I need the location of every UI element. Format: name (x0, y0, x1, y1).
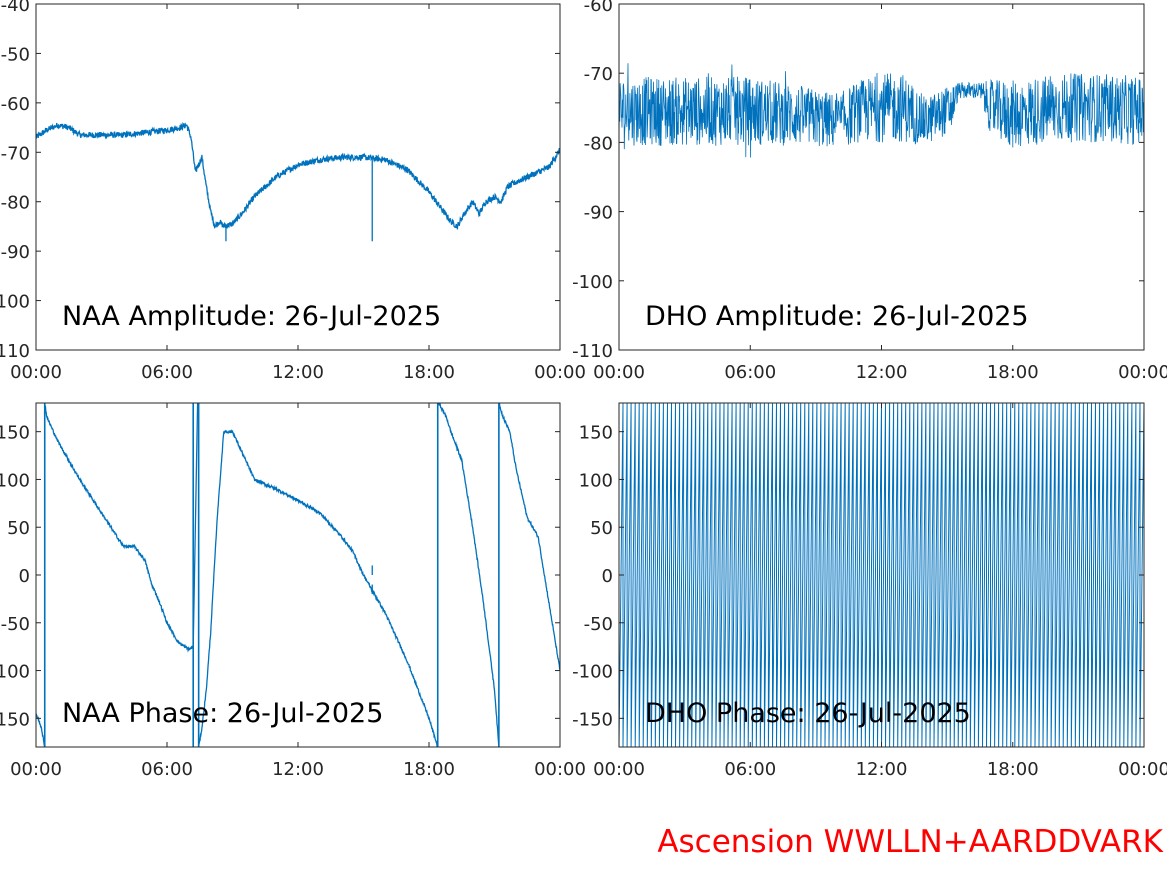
dho-phase-y-tick-label: 0 (602, 566, 613, 587)
dho-amplitude-series-line (619, 63, 1144, 158)
naa-phase-series-line (198, 429, 439, 747)
dho-phase-x-tick-label: 06:00 (724, 759, 776, 780)
naa-amplitude-x-tick-label: 06:00 (141, 362, 193, 383)
dho-amplitude-y-tick-label: -80 (584, 133, 613, 154)
dho-amplitude-y-tick-label: -70 (584, 64, 613, 85)
dho-phase-y-tick-label: 150 (579, 423, 613, 444)
dho-amplitude-x-tick-label: 00:00 (1118, 362, 1167, 383)
dho-amplitude-y-tick-label: -100 (572, 272, 613, 293)
naa-phase-plot-area (36, 403, 560, 747)
naa-phase-y-tick-label: 50 (7, 518, 30, 539)
dho-amplitude-x-tick-label: 12:00 (856, 362, 908, 383)
dho-phase-x-tick-label: 00:00 (1118, 759, 1167, 780)
dho-phase-y-tick-label: 100 (579, 470, 613, 491)
dho-amplitude-y-tick-label: -90 (584, 203, 613, 224)
naa-amplitude-y-tick-label: -50 (1, 44, 30, 65)
naa-phase-x-tick-label: 12:00 (272, 759, 324, 780)
naa-amplitude-series-line (36, 121, 560, 230)
dho-phase-plot-area (619, 403, 1144, 747)
credit-text: Ascension WWLLN+AARDDVARK (657, 824, 1163, 860)
naa-phase-series-line (437, 403, 500, 747)
naa-phase-y-tick-label: -100 (0, 662, 30, 683)
naa-phase-x-tick-label: 18:00 (403, 759, 455, 780)
dho-amplitude-title: DHO Amplitude: 26-Jul-2025 (645, 301, 1029, 332)
dho-phase-y-tick-label: -150 (572, 709, 613, 730)
naa-amplitude-y-tick-label: -80 (1, 193, 30, 214)
dho-phase-chart: 150 100 50 0 -50 -100 -150 00:00 06:00 12:00 18:00… (572, 402, 1167, 780)
naa-phase-x-tick-label: 00:00 (534, 759, 586, 780)
dho-phase-y-tick-label: 50 (590, 518, 613, 539)
dho-amplitude-x-tick-label: 18:00 (987, 362, 1039, 383)
dho-amplitude-axes-box (618, 3, 1145, 351)
naa-phase-y-tick-label: -50 (1, 614, 30, 635)
naa-amplitude-x-tick-label: 00:00 (10, 362, 62, 383)
naa-amplitude-chart: -40-50-60-70-80-90-100-11000:0006:0012:0… (0, 0, 586, 383)
dho-phase-y-tick-label: -50 (584, 614, 613, 635)
naa-phase-series-line (36, 712, 46, 747)
naa-amplitude-axes-box (35, 3, 561, 351)
dho-phase-title: DHO Phase: 26-Jul-2025 (645, 698, 971, 729)
naa-amplitude-x-tick-label: 12:00 (272, 362, 324, 383)
dho-phase-x-tick-label: 18:00 (987, 759, 1039, 780)
naa-amplitude-y-tick-label: -40 (1, 0, 30, 16)
naa-amplitude-y-tick-label: -110 (0, 341, 30, 362)
naa-amplitude-x-tick-label: 00:00 (534, 362, 586, 383)
naa-amplitude-plot-area (36, 121, 560, 242)
dho-amplitude-y-tick-label: -60 (584, 0, 613, 16)
naa-phase-y-tick-label: 0 (19, 566, 30, 587)
dho-phase-y-tick-label: -100 (572, 662, 613, 683)
dho-amplitude-x-tick-label: 00:00 (593, 362, 645, 383)
dho-amplitude-x-tick-label: 06:00 (724, 362, 776, 383)
naa-phase-chart: 150 100 50 0 -50 -100 -150 00:00 06:00 12:00 18:00… (0, 402, 586, 780)
naa-phase-series-line (44, 404, 194, 653)
dho-phase-series-line (619, 403, 1144, 747)
naa-amplitude-y-tick-label: -90 (1, 242, 30, 263)
naa-amplitude-x-tick-label: 18:00 (403, 362, 455, 383)
naa-phase-x-tick-label: 00:00 (10, 759, 62, 780)
dho-amplitude-plot-area (619, 63, 1144, 158)
naa-phase-x-tick-label: 06:00 (141, 759, 193, 780)
naa-phase-title: NAA Phase: 26-Jul-2025 (62, 698, 383, 729)
naa-phase-y-tick-label: 150 (0, 423, 30, 444)
naa-amplitude-y-tick-label: -100 (0, 292, 30, 313)
naa-phase-series-line (498, 403, 560, 671)
dho-phase-x-tick-label: 12:00 (856, 759, 908, 780)
dho-amplitude-y-tick-label: -110 (572, 341, 613, 362)
dho-phase-x-tick-label: 00:00 (593, 759, 645, 780)
naa-amplitude-y-tick-label: -70 (1, 143, 30, 164)
naa-phase-y-tick-label: 100 (0, 470, 30, 491)
naa-phase-axes-box (35, 402, 561, 748)
naa-amplitude-title: NAA Amplitude: 26-Jul-2025 (62, 301, 441, 332)
naa-amplitude-y-tick-label: -60 (1, 94, 30, 115)
naa-phase-y-tick-label: -150 (0, 709, 30, 730)
